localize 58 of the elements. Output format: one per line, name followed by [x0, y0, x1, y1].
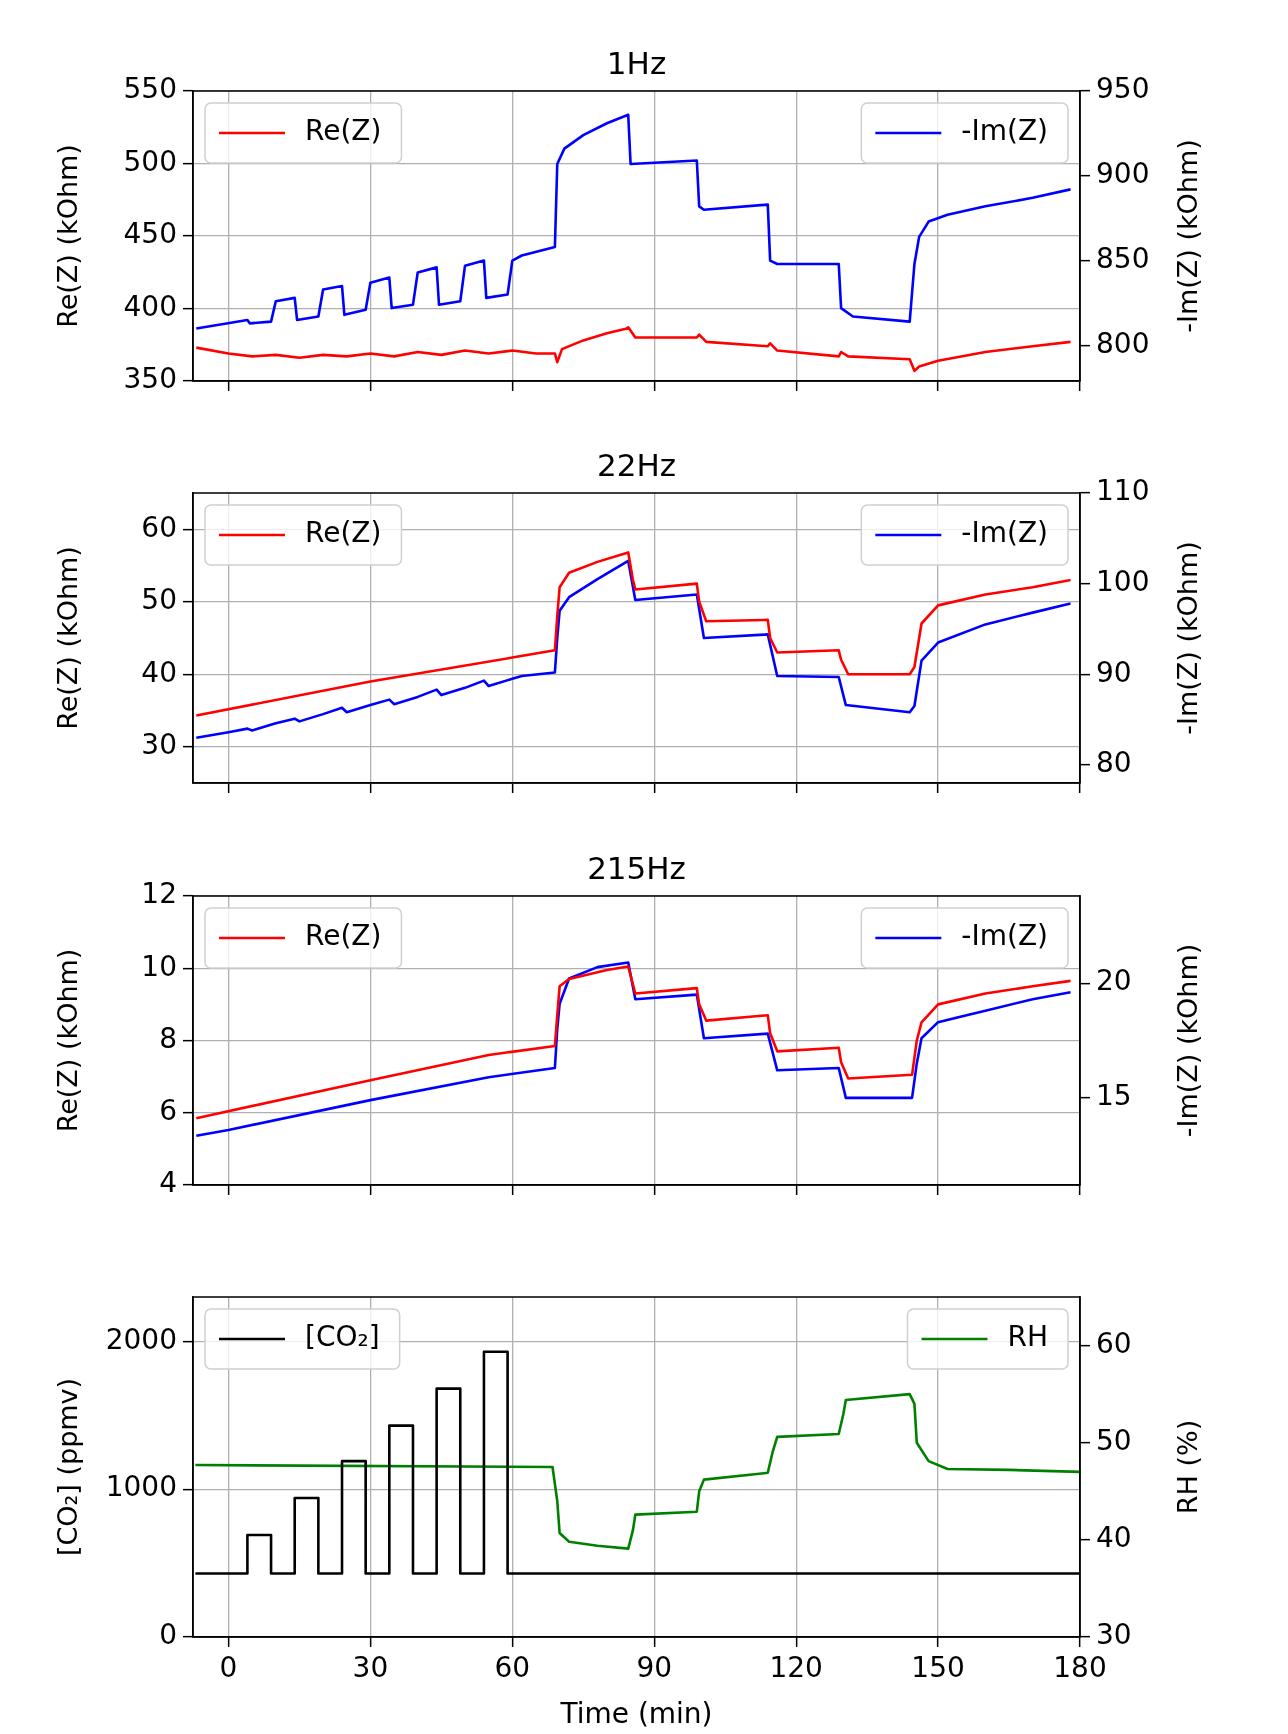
y2-tick-label: 900 [1096, 157, 1150, 191]
legend-label: Re(Z) [305, 114, 382, 148]
y2-tick-label: 100 [1096, 564, 1150, 598]
y-tick-label: 0 [159, 1618, 177, 1652]
legend-label: -Im(Z) [961, 919, 1049, 953]
y2-tick-label: 800 [1096, 326, 1150, 360]
y-axis-title: [CO₂] (ppmv) [52, 1377, 84, 1557]
y-tick-label: 500 [123, 144, 177, 178]
x-axis-title: Time (min) [559, 1697, 713, 1731]
y2-axis-title: RH (%) [1172, 1419, 1204, 1515]
y-tick-label: 6 [159, 1094, 177, 1128]
y2-tick-label: 30 [1096, 1618, 1132, 1652]
y-axis-title: Re(Z) (kOhm) [52, 948, 84, 1133]
y2-tick-label: 90 [1096, 655, 1132, 689]
y2-tick-label: 15 [1096, 1079, 1132, 1113]
y-tick-label: 50 [141, 583, 177, 617]
y-tick-label: 12 [141, 877, 177, 911]
y-tick-label: 10 [141, 949, 177, 983]
y-tick-label: 2000 [105, 1322, 177, 1356]
y2-axis-title: -Im(Z) (kOhm) [1172, 943, 1204, 1138]
chart-title: 1Hz [606, 44, 667, 81]
legend-label: Re(Z) [305, 919, 382, 953]
x-tick-label: 180 [1053, 1651, 1107, 1685]
legend-label: -Im(Z) [961, 516, 1049, 550]
y-axis-title: Re(Z) (kOhm) [52, 144, 84, 328]
y-tick-label: 550 [123, 72, 177, 106]
y2-tick-label: 950 [1096, 72, 1150, 106]
x-tick-label: 120 [769, 1651, 823, 1685]
y2-tick-label: 60 [1096, 1326, 1132, 1360]
legend-label: -Im(Z) [961, 114, 1049, 148]
x-tick-label: 150 [911, 1651, 965, 1685]
y2-tick-label: 850 [1096, 241, 1150, 275]
y-tick-label: 4 [159, 1166, 177, 1200]
y-tick-label: 8 [159, 1021, 177, 1055]
y-tick-label: 350 [123, 362, 177, 396]
legend-label: RH [1007, 1320, 1049, 1354]
x-tick-label: 60 [494, 1651, 531, 1685]
x-tick-label: 90 [636, 1651, 673, 1685]
y2-tick-label: 50 [1096, 1424, 1132, 1457]
legend-label: Re(Z) [305, 516, 382, 550]
y-axis-title: Re(Z) (kOhm) [52, 546, 84, 730]
y-tick-label: 400 [123, 289, 177, 323]
y2-axis-title: -Im(Z) (kOhm) [1172, 541, 1204, 735]
y-tick-label: 450 [123, 217, 177, 251]
y-tick-label: 40 [141, 655, 177, 689]
y-tick-label: 30 [141, 728, 177, 762]
chart-title: 215Hz [587, 849, 686, 886]
y2-tick-label: 80 [1096, 746, 1132, 780]
y2-tick-label: 40 [1096, 1521, 1132, 1555]
chart-title: 22Hz [596, 446, 677, 483]
y2-tick-label: 20 [1096, 964, 1132, 998]
x-tick-label: 0 [219, 1651, 238, 1685]
y-tick-label: 1000 [105, 1470, 177, 1504]
y2-tick-label: 110 [1096, 474, 1150, 508]
legend-label: [CO₂] [305, 1320, 380, 1354]
y2-axis-title: -Im(Z) (kOhm) [1172, 139, 1204, 333]
y-tick-label: 60 [141, 510, 177, 544]
x-tick-label: 30 [352, 1651, 389, 1685]
